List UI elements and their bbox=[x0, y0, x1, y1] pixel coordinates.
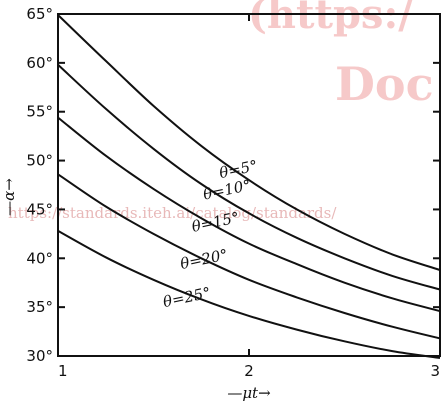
series-label: θ=25° bbox=[161, 284, 212, 312]
y-axis-label: —α→ bbox=[0, 178, 18, 216]
y-tick-label: 55° bbox=[26, 103, 53, 121]
watermark-right: Doc bbox=[335, 57, 434, 111]
x-tick-label: 1 bbox=[58, 362, 68, 380]
series-line bbox=[57, 116, 441, 313]
series-curves bbox=[57, 14, 441, 359]
y-tick-label: 30° bbox=[26, 347, 53, 365]
y-tick-label: 50° bbox=[26, 152, 53, 170]
x-axis-label: —μt→ bbox=[227, 384, 271, 402]
series-line bbox=[57, 64, 441, 291]
x-tick-label: 3 bbox=[430, 362, 440, 380]
series-line bbox=[57, 14, 441, 271]
y-tick-label: 45° bbox=[26, 200, 53, 218]
y-axis-ticks: 30° 35° 40° 45° 50° 55° 60° 65° bbox=[26, 5, 440, 365]
watermark-top-right: (https:/ bbox=[248, 0, 413, 38]
y-tick-label: 65° bbox=[26, 5, 53, 23]
series-line bbox=[57, 173, 441, 340]
x-tick-label: 2 bbox=[244, 362, 254, 380]
y-tick-label: 35° bbox=[26, 298, 53, 316]
series-labels: θ=5°θ=10°θ=15°θ=20°θ=25° bbox=[161, 157, 259, 312]
y-tick-label: 40° bbox=[26, 249, 53, 267]
y-tick-label: 60° bbox=[26, 54, 53, 72]
series-line bbox=[57, 230, 441, 359]
